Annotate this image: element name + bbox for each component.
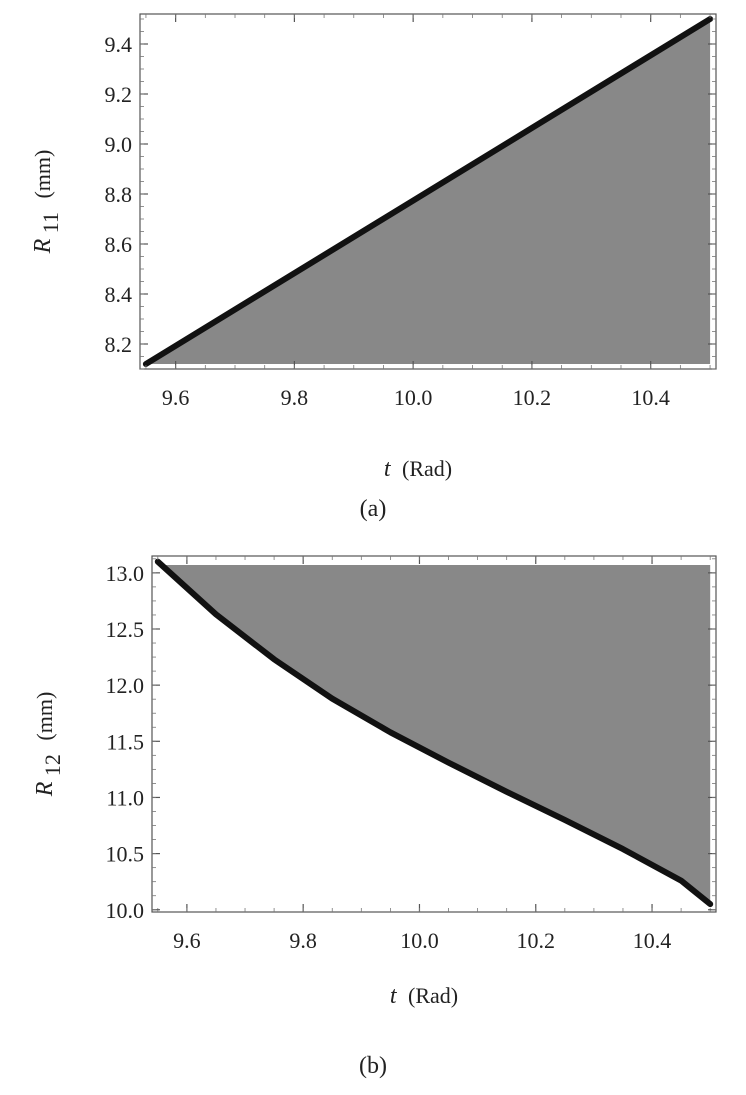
panel-a-y-symbol: R [30,238,56,254]
x-tick-label: 9.6 [162,385,190,410]
panel-a-caption: (a) [360,496,387,522]
panel-b-x-symbol: t [390,983,398,1009]
panel-b-ticks [152,556,716,912]
y-tick-label: 11.0 [106,785,144,810]
panel-b-curve [154,558,714,908]
y-tick-label: 9.0 [105,132,133,157]
y-tick-label: 8.6 [105,232,133,257]
x-tick-label: 10.0 [400,928,439,953]
panel-b-caption: (b) [359,1053,387,1079]
y-tick-label: 8.2 [105,332,133,357]
x-tick-label: 10.0 [394,385,433,410]
x-tick-label: 9.8 [281,385,309,410]
panel-a-x-symbol: t [384,456,392,482]
x-tick-label: 9.6 [173,928,201,953]
y-tick-label: 12.5 [106,617,145,642]
panel-a-y-unit: (mm) [30,150,55,199]
panel-a-x-unit: (Rad) [402,456,452,481]
panel-a-plot-frame [139,13,717,370]
y-tick-label: 8.8 [105,182,133,207]
panel-b-y-axis-label: R 12 (mm) [32,692,65,798]
x-tick-label: 10.2 [517,928,556,953]
panel-a-chart: 9.6 9.8 10.0 10.2 10.48.28.48.68.89.09.29.4 … [30,13,717,522]
panel-b-y-symbol: R [32,781,58,797]
panel-b-x-unit: (Rad) [408,983,458,1008]
panel-b-tick-labels: 9.6 9.8 10.0 10.2 10.4 10.0 10.5 11.0 11.5 12.0 12… [106,561,672,953]
panel-a-curve [142,16,714,367]
panel-b-x-axis-label: t (Rad) [390,983,458,1009]
panel-b-y-unit: (mm) [32,692,57,741]
panel-b-plot-frame [151,555,717,913]
panel-a-x-axis-label: t (Rad) [384,456,452,482]
y-tick-label: 9.4 [105,32,133,57]
y-tick-label: 10.0 [106,898,145,923]
panel-b-shaded-region [157,561,711,905]
panel-a-tick-labels: 9.6 9.8 10.0 10.2 10.4 8.2 8.4 8.6 8.8 9.0 9.2 9.4 [105,32,670,410]
y-tick-label: 8.4 [105,282,133,307]
x-tick-label: 10.4 [633,928,672,953]
panel-a-ticks [140,14,716,370]
y-tick-label: 12.0 [106,673,145,698]
panel-a-y-subscript: 11 [38,212,63,233]
panel-b-chart: 9.6 9.8 10.0 10.2 10.4 10.0 10.5 11.0 11.5 12.0 12… [32,555,717,1079]
y-tick-label: 11.5 [106,729,144,754]
x-tick-label: 10.4 [631,385,670,410]
x-tick-label: 10.2 [513,385,552,410]
x-tick-label: 9.8 [289,928,317,953]
y-tick-label: 9.2 [105,82,133,107]
panel-a-y-axis-label: R 11 (mm) [30,150,63,255]
y-tick-label: 13.0 [106,561,145,586]
y-tick-label: 10.5 [106,842,145,867]
panel-b-y-subscript: 12 [40,754,65,776]
